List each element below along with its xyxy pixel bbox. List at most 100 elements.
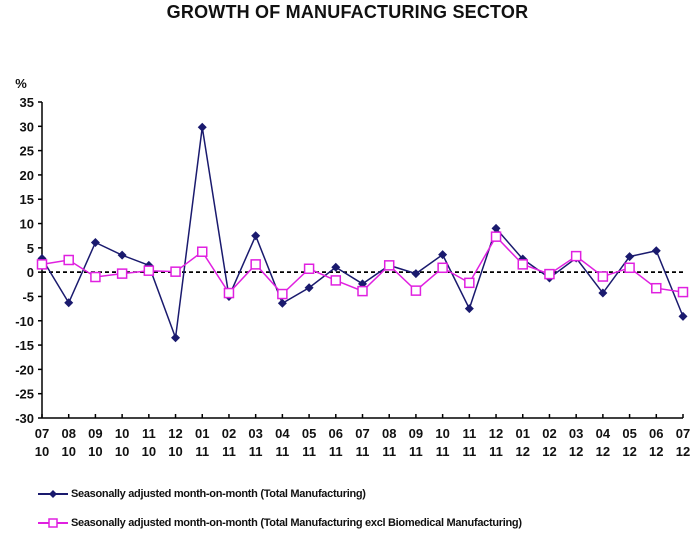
data-point-diamond (171, 333, 181, 343)
data-point-square (517, 259, 528, 270)
data-point-diamond (64, 298, 74, 308)
data-point-diamond (251, 231, 261, 241)
x-tick-label-month: 05 (302, 426, 316, 441)
legend-item-excl-biomedical: Seasonally adjusted month-on-month (Tota… (38, 517, 522, 529)
x-tick-label-month: 01 (195, 426, 209, 441)
x-tick-label-month: 09 (409, 426, 423, 441)
data-point-diamond (491, 223, 501, 233)
x-tick-label-year: 12 (676, 444, 690, 459)
data-point-square (63, 254, 74, 266)
data-point-diamond (277, 298, 287, 308)
legend-item-total-manufacturing: Seasonally adjusted month-on-month (Tota… (38, 488, 366, 500)
data-point-diamond (197, 122, 207, 132)
data-point-square (197, 246, 208, 257)
x-tick-label-month: 06 (649, 426, 663, 441)
legend-label: Seasonally adjusted month-on-month (Tota… (71, 488, 366, 500)
data-point-square (36, 259, 48, 270)
data-point-square (490, 231, 502, 242)
x-tick-label-month: 12 (168, 426, 182, 441)
y-tick-label: -15 (15, 338, 34, 353)
x-tick-label-year: 11 (462, 444, 476, 459)
data-point-diamond (625, 252, 635, 262)
y-tick-label: 0 (27, 265, 34, 280)
data-point-diamond (438, 250, 448, 260)
x-tick-label-month: 06 (329, 426, 343, 441)
x-tick-label-month: 05 (622, 426, 636, 441)
x-tick-label-year: 12 (516, 444, 530, 459)
y-tick-label: -20 (15, 362, 34, 377)
data-point-diamond (117, 250, 127, 260)
y-tick-label: 10 (20, 217, 34, 232)
data-point-diamond (464, 304, 474, 314)
y-tick-label: 15 (20, 192, 34, 207)
x-tick-label-year: 10 (61, 444, 75, 459)
data-point-square (303, 263, 315, 275)
data-point-square (223, 287, 235, 299)
data-point-square (464, 277, 475, 289)
data-point-square (383, 260, 395, 271)
x-tick-label-year: 11 (409, 444, 423, 459)
y-tick-label: -25 (15, 387, 34, 402)
legend-label: Seasonally adjusted month-on-month (Tota… (71, 517, 522, 529)
y-tick-label: 25 (20, 144, 34, 159)
x-tick-label-month: 03 (569, 426, 583, 441)
x-tick-label-year: 11 (195, 444, 209, 459)
y-tick-label: 30 (20, 119, 34, 134)
data-point-square (570, 250, 582, 262)
x-tick-label-year: 12 (542, 444, 556, 459)
x-tick-label-month: 07 (355, 426, 369, 441)
x-tick-label-year: 11 (329, 444, 343, 459)
legend-marker-square-icon (38, 518, 68, 528)
data-point-diamond (411, 269, 421, 279)
x-tick-label-month: 02 (222, 426, 236, 441)
data-point-square (437, 262, 448, 274)
x-tick-label-year: 11 (436, 444, 450, 459)
y-tick-label: 5 (27, 241, 34, 256)
data-point-square (116, 268, 128, 279)
x-tick-label-year: 12 (596, 444, 610, 459)
x-tick-label-month: 07 (676, 426, 690, 441)
y-tick-label: -10 (15, 314, 34, 329)
x-tick-label-year: 11 (302, 444, 316, 459)
data-point-square (544, 268, 555, 280)
x-tick-label-month: 12 (489, 426, 503, 441)
x-tick-label-year: 10 (142, 444, 156, 459)
data-point-square (330, 275, 342, 286)
x-tick-label-year: 12 (569, 444, 583, 459)
data-point-square (410, 285, 422, 296)
x-tick-label-month: 04 (596, 426, 611, 441)
x-tick-label-month: 02 (542, 426, 556, 441)
x-tick-label-year: 11 (356, 444, 370, 459)
data-point-square (170, 266, 181, 277)
x-tick-label-year: 12 (649, 444, 663, 459)
y-tick-label: -30 (15, 411, 34, 426)
data-point-diamond (651, 246, 661, 256)
x-tick-label-month: 08 (61, 426, 75, 441)
y-tick-label: 35 (20, 95, 34, 110)
x-tick-label-year: 10 (88, 444, 102, 459)
x-tick-label-year: 10 (168, 444, 182, 459)
x-tick-label-month: 07 (35, 426, 49, 441)
data-point-square (143, 265, 155, 276)
y-axis-label: % (15, 76, 27, 91)
x-tick-label-month: 01 (516, 426, 530, 441)
x-tick-label-year: 12 (622, 444, 636, 459)
data-point-square (677, 286, 689, 298)
data-point-square (624, 262, 635, 274)
x-tick-label-year: 11 (489, 444, 503, 459)
data-point-square (90, 271, 101, 283)
x-tick-label-year: 10 (35, 444, 49, 459)
data-point-square (651, 282, 662, 294)
data-point-square (250, 259, 261, 270)
x-tick-label-month: 04 (275, 426, 290, 441)
x-tick-label-month: 08 (382, 426, 396, 441)
data-point-diamond (598, 288, 608, 298)
y-tick-label: 20 (20, 168, 34, 183)
data-point-square (277, 288, 288, 300)
x-tick-label-month: 03 (248, 426, 262, 441)
data-point-square (597, 271, 609, 282)
x-tick-label-year: 11 (222, 444, 236, 459)
x-tick-label-year: 11 (249, 444, 263, 459)
chart-title: GROWTH OF MANUFACTURING SECTOR (166, 2, 529, 22)
